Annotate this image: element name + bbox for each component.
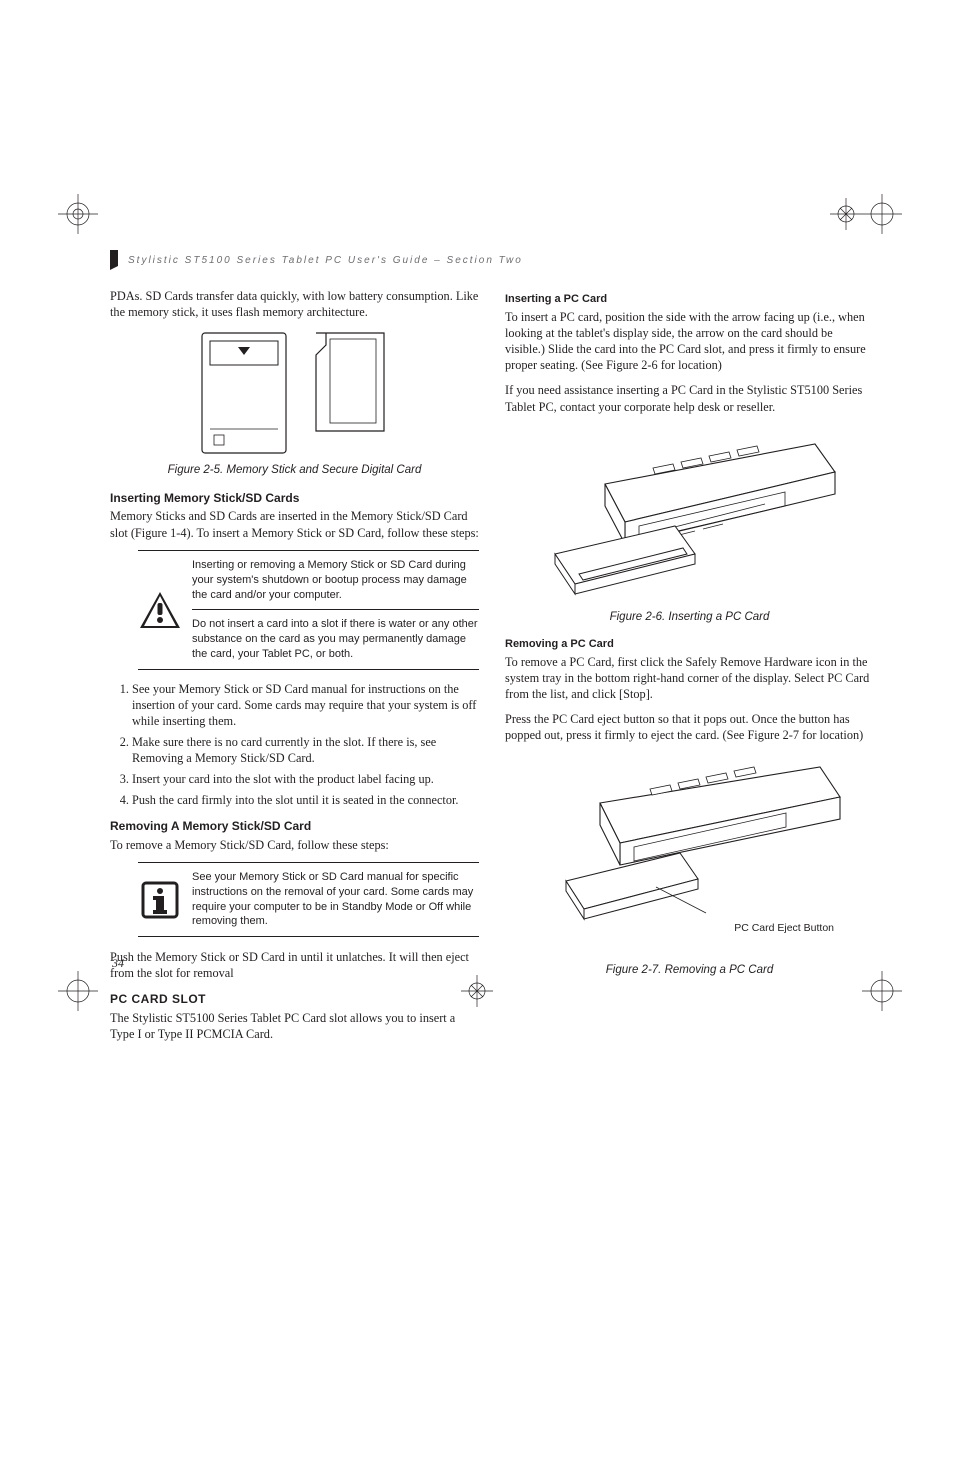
right-column: Inserting a PC Card To insert a PC card,… (505, 288, 874, 1051)
caution-text-2: Do not insert a card into a slot if ther… (192, 617, 479, 662)
sd-card-illustration (308, 329, 392, 439)
inserting-pc-card-p1: To insert a PC card, position the side w… (505, 309, 874, 374)
insert-step-3: Insert your card into the slot with the … (132, 772, 479, 788)
figure-2-6-caption: Figure 2-6. Inserting a PC Card (505, 610, 874, 625)
insert-steps-list: See your Memory Stick or SD Card manual … (110, 682, 479, 809)
removing-pc-card-p2: Press the PC Card eject button so that i… (505, 711, 874, 743)
caution-text-1: Inserting or removing a Memory Stick or … (192, 558, 479, 611)
inserting-pc-card-p2: If you need assistance inserting a PC Ca… (505, 382, 874, 414)
insert-step-2: Make sure there is no card currently in … (132, 735, 479, 767)
left-column: PDAs. SD Cards transfer data quickly, wi… (110, 288, 479, 1051)
figure-2-6 (505, 424, 874, 604)
page-number: 34 (112, 956, 124, 971)
info-icon (138, 880, 182, 920)
removing-ms-sd-paragraph: To remove a Memory Stick/SD Card, follow… (110, 837, 479, 853)
info-text: See your Memory Stick or SD Card manual … (192, 870, 479, 929)
inserting-ms-sd-heading: Inserting Memory Stick/SD Cards (110, 491, 479, 507)
figure-2-5 (110, 329, 479, 457)
memory-stick-illustration (198, 329, 290, 457)
pc-card-slot-paragraph: The Stylistic ST5100 Series Tablet PC Ca… (110, 1010, 479, 1042)
caution-icon (138, 590, 182, 630)
removing-ms-sd-heading: Removing A Memory Stick/SD Card (110, 819, 479, 835)
crop-mark-top-left (58, 194, 98, 234)
inserting-pc-card-heading: Inserting a PC Card (505, 292, 874, 307)
insert-step-4: Push the card firmly into the slot until… (132, 793, 479, 809)
crop-mark-bottom-center (457, 971, 497, 1011)
insert-step-1: See your Memory Stick or SD Card manual … (132, 682, 479, 730)
push-unlatch-paragraph: Push the Memory Stick or SD Card in unti… (110, 949, 479, 981)
header-accent-bar (110, 250, 118, 270)
running-title: Stylistic ST5100 Series Tablet PC User's… (128, 250, 523, 266)
crop-mark-top-right-inner (826, 194, 866, 234)
figure-2-5-caption: Figure 2-5. Memory Stick and Secure Digi… (110, 463, 479, 478)
caution-box-ms-sd: Inserting or removing a Memory Stick or … (138, 550, 479, 670)
inserting-ms-sd-paragraph: Memory Sticks and SD Cards are inserted … (110, 508, 479, 540)
removing-pc-card-p1: To remove a PC Card, first click the Saf… (505, 654, 874, 703)
intro-paragraph: PDAs. SD Cards transfer data quickly, wi… (110, 288, 479, 320)
crop-mark-bottom-left (58, 971, 98, 1011)
info-box-ms-sd: See your Memory Stick or SD Card manual … (138, 862, 479, 937)
crop-mark-top-right (862, 194, 902, 234)
crop-mark-bottom-right (862, 971, 902, 1011)
eject-button-label: PC Card Eject Button (734, 922, 834, 934)
pc-card-slot-heading: PC CARD SLOT (110, 992, 479, 1008)
removing-pc-card-heading: Removing a PC Card (505, 637, 874, 652)
figure-2-7-caption: Figure 2-7. Removing a PC Card (505, 963, 874, 978)
running-header: Stylistic ST5100 Series Tablet PC User's… (110, 250, 874, 270)
